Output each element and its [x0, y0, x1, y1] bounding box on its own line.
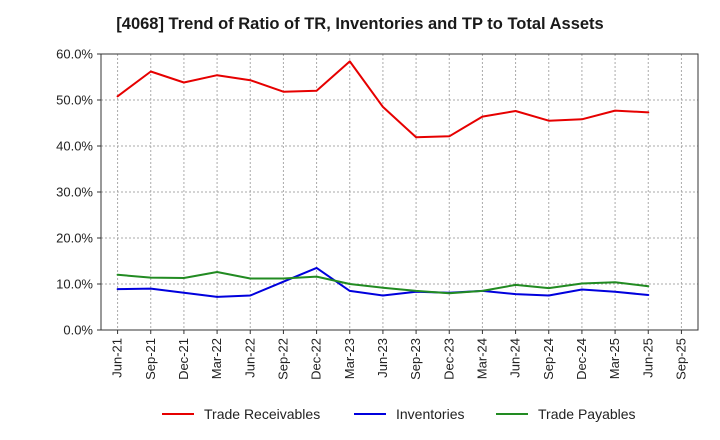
x-tick-label: Dec-21	[176, 338, 191, 380]
y-tick-label: 50.0%	[56, 93, 93, 108]
x-tick-label: Jun-23	[375, 338, 390, 378]
x-tick-label: Sep-21	[143, 338, 158, 380]
x-tick-label: Jun-21	[110, 338, 125, 378]
x-tick-label: Sep-24	[541, 338, 556, 380]
legend-label: Trade Payables	[538, 406, 636, 422]
series-line-trade-payables	[116, 271, 650, 295]
legend-label: Inventories	[396, 406, 464, 422]
x-tick-label: Sep-22	[275, 338, 290, 380]
x-tick-label: Sep-25	[673, 338, 688, 380]
series-lines	[116, 60, 650, 298]
y-tick-label: 60.0%	[56, 47, 93, 62]
legend: Trade Receivables Inventories Trade Payabl…	[162, 406, 636, 422]
y-tick-label: 30.0%	[56, 185, 93, 200]
series-line-trade-receivables	[116, 60, 650, 139]
y-tick-label: 20.0%	[56, 231, 93, 246]
x-tick-label: Mar-24	[474, 338, 489, 379]
x-tick-label: Mar-23	[342, 338, 357, 379]
x-tick-label: Jun-25	[640, 338, 655, 378]
legend-label: Trade Receivables	[204, 406, 320, 422]
x-tick-label: Mar-22	[209, 338, 224, 379]
series-line-inventories	[116, 266, 650, 298]
y-tick-label: 10.0%	[56, 277, 93, 292]
x-tick-label: Dec-23	[441, 338, 456, 380]
x-tick-label: Jun-24	[508, 338, 523, 378]
x-tick-label: Dec-24	[574, 338, 589, 380]
x-tick-label: Mar-25	[607, 338, 622, 379]
axis-ticks: 0.0% 10.0% 20.0% 30.0% 40.0% 50.0% 60.0% Jun-21…	[56, 47, 688, 380]
x-tick-label: Dec-22	[309, 338, 324, 380]
y-tick-label: 0.0%	[63, 323, 93, 338]
x-tick-label: Jun-22	[242, 338, 257, 378]
x-tick-label: Sep-23	[408, 338, 423, 380]
chart-title: [4068] Trend of Ratio of TR, Inventories…	[116, 15, 604, 33]
y-tick-label: 40.0%	[56, 139, 93, 154]
